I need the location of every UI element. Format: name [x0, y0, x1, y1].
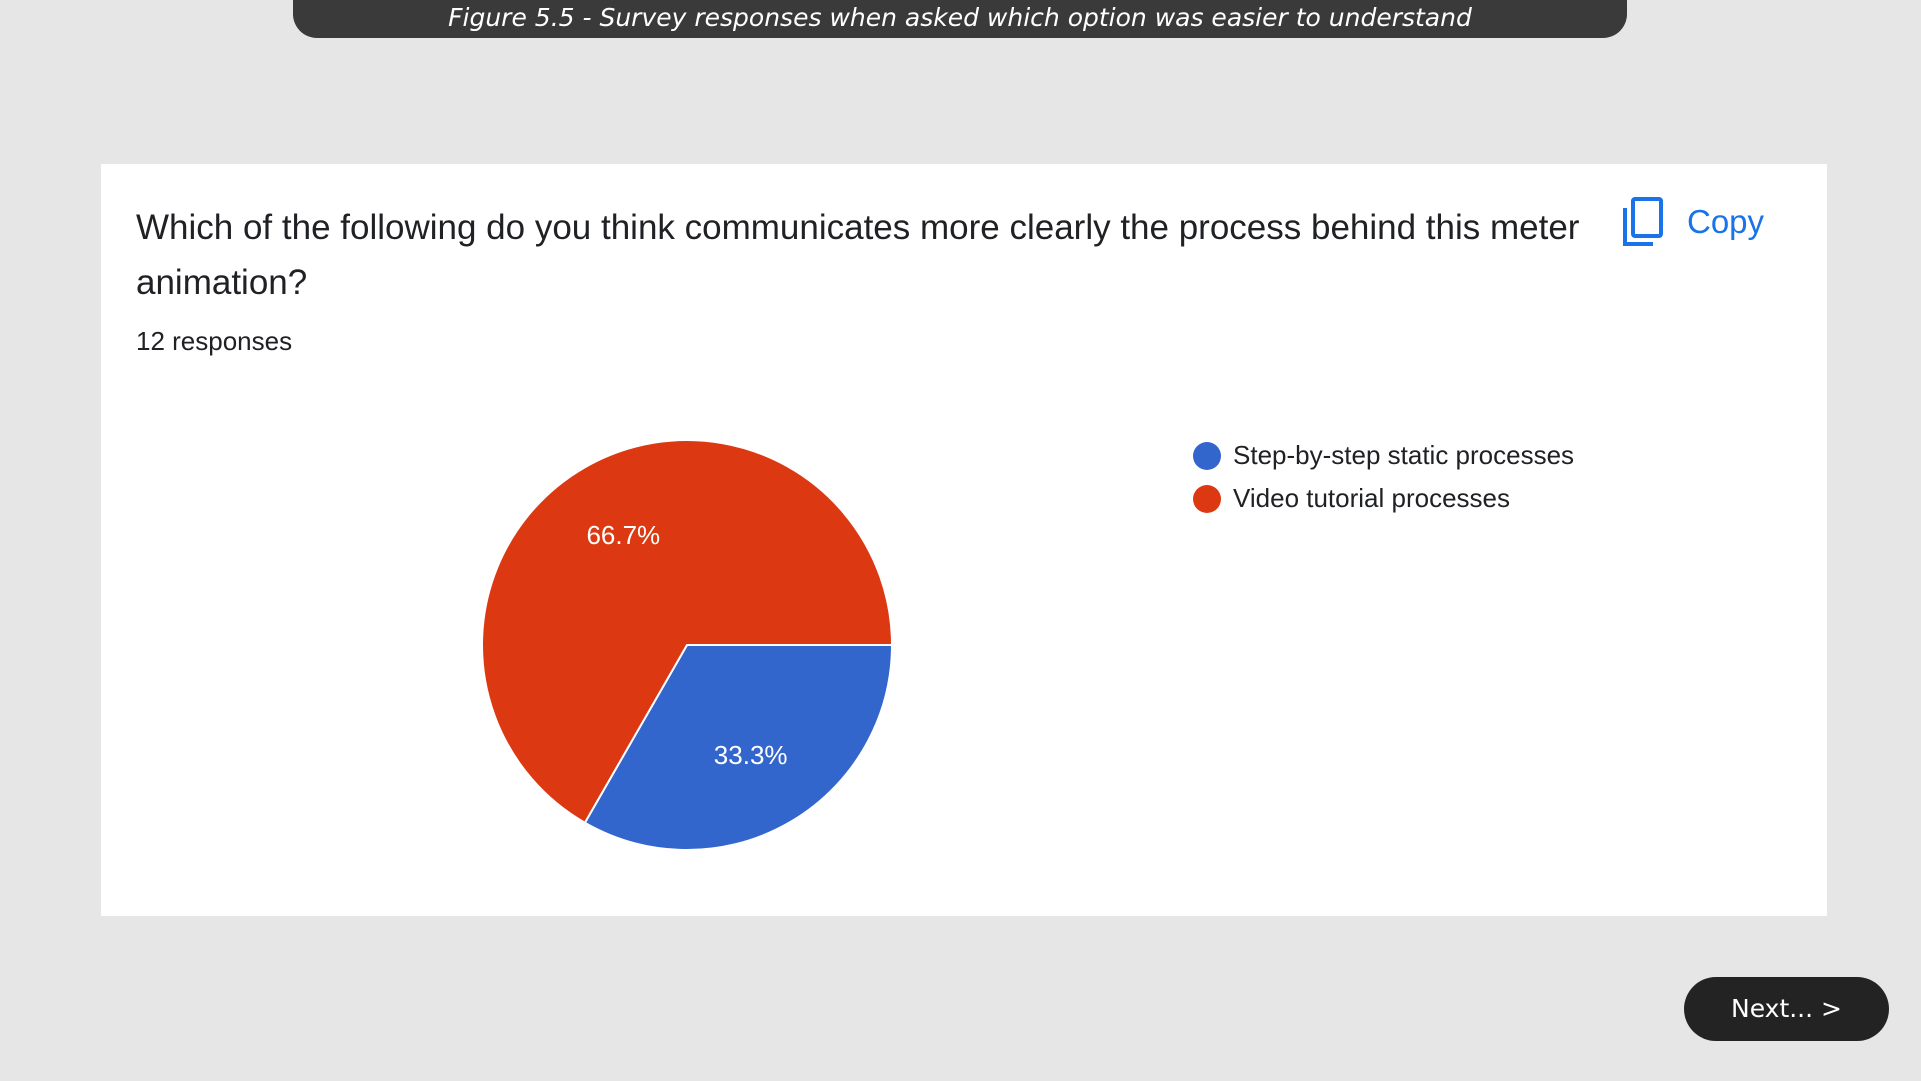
pie-slice-label: 33.3% — [714, 740, 788, 770]
legend-item[interactable]: Step-by-step static processes — [1193, 434, 1574, 477]
pie-slice-label: 66.7% — [586, 520, 660, 550]
legend-dot-icon — [1193, 441, 1221, 470]
chart-legend: Step-by-step static processes Video tuto… — [1193, 434, 1574, 520]
pie-chart: 33.3% 66.7% — [481, 439, 894, 851]
pie-slice[interactable] — [583, 644, 894, 851]
pie-slice[interactable] — [481, 439, 894, 825]
legend-dot-icon — [1193, 484, 1221, 513]
next-button[interactable]: Next... > — [1684, 977, 1889, 1041]
legend-label: Step-by-step static processes — [1233, 440, 1575, 470]
copy-button[interactable]: Copy — [1621, 194, 1764, 250]
question-title: Which of the following do you think comm… — [136, 208, 1580, 302]
copy-label: Copy — [1687, 203, 1765, 240]
figure-caption: Figure 5.5 - Survey responses when asked… — [293, 0, 1627, 38]
response-count: 12 responses — [136, 326, 293, 356]
legend-label: Video tutorial processes — [1233, 483, 1511, 513]
copy-icon — [1621, 196, 1665, 248]
survey-result-card: Which of the following do you think comm… — [101, 164, 1827, 916]
legend-item[interactable]: Video tutorial processes — [1193, 477, 1574, 520]
